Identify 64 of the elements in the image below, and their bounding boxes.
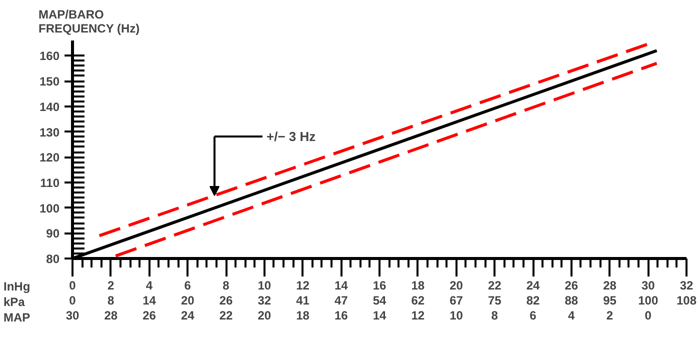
x2-tick-label: 4 xyxy=(568,308,576,322)
y-axis-title: MAP/BARO FREQUENCY (Hz) xyxy=(38,8,140,36)
y-tick-label: 150 xyxy=(39,74,60,89)
y-tick-label: 90 xyxy=(46,226,60,241)
y-tick-label: 110 xyxy=(40,176,60,190)
x2-tick-label: 16 xyxy=(334,308,348,322)
y-tick-label: 80 xyxy=(46,252,60,266)
x2-tick-label: 2 xyxy=(606,308,614,322)
x-tick-label: 24 xyxy=(526,278,540,292)
x-tick-label: 12 xyxy=(296,278,310,292)
x2-axis-title: MAP xyxy=(4,310,30,324)
x-tick-label: 14 xyxy=(334,278,348,292)
x2-tick-label: 8 xyxy=(491,308,498,322)
text: kPa xyxy=(4,295,26,309)
x-tick-label: 10 xyxy=(258,278,272,292)
y-tick-label: 160 xyxy=(39,49,60,64)
x-tick-label: 26 xyxy=(564,278,578,292)
text: 67 xyxy=(450,294,464,308)
x-tick-label: 18 xyxy=(411,278,425,292)
x-tick-label: 28 xyxy=(603,278,617,292)
text: 0 xyxy=(69,294,76,308)
y-tick-label: 130 xyxy=(39,125,60,140)
text: 20 xyxy=(180,294,195,308)
text: 82 xyxy=(526,294,540,308)
text: 26 xyxy=(219,294,233,308)
text: 54 xyxy=(372,294,386,308)
text: 41 xyxy=(296,294,310,308)
text: 32 xyxy=(258,294,272,308)
text: 95 xyxy=(603,294,617,308)
x-tick-label: 6 xyxy=(184,278,192,292)
x-tick-label: 30 xyxy=(641,278,656,292)
annotation: +/− 3 Hz xyxy=(266,129,316,144)
x2-tick-label: 6 xyxy=(530,308,537,322)
x2-tick-label: 0 xyxy=(644,308,652,322)
text: 88 xyxy=(564,294,578,308)
x2-tick-label: 12 xyxy=(411,308,425,322)
text: 47 xyxy=(334,294,348,308)
y-tick-label: 140 xyxy=(39,100,60,114)
x-tick-label: 8 xyxy=(222,278,230,292)
x2-tick-label: 30 xyxy=(66,308,80,322)
x2-tick-label: 28 xyxy=(104,308,118,322)
x2-tick-label: 22 xyxy=(219,308,233,322)
x2-tick-label: 14 xyxy=(372,308,386,322)
x-tick-label: 20 xyxy=(450,278,464,292)
y-tick-label: 120 xyxy=(39,150,60,165)
x-tick-label: 4 xyxy=(146,278,153,292)
text: 62 xyxy=(411,294,425,308)
x-axis-title: InHg xyxy=(4,280,30,294)
x2-tick-label: 18 xyxy=(296,308,310,322)
text: 108 xyxy=(676,294,697,308)
x-tick-label: 2 xyxy=(108,278,115,292)
x2-tick-label: 24 xyxy=(180,308,195,322)
x2-tick-label: 26 xyxy=(142,308,156,322)
text: 100 xyxy=(638,294,658,308)
x-tick-label: 0 xyxy=(69,278,76,292)
text: 14 xyxy=(142,294,156,308)
x2-tick-label: 10 xyxy=(450,308,464,322)
x-tick-label: 32 xyxy=(680,278,694,292)
x-tick-label: 16 xyxy=(372,278,386,292)
y-tick-label: 100 xyxy=(39,201,60,216)
x-tick-label: 22 xyxy=(488,278,502,292)
text: 8 xyxy=(108,294,115,308)
x2-tick-label: 20 xyxy=(258,308,272,322)
text: 75 xyxy=(488,294,502,308)
